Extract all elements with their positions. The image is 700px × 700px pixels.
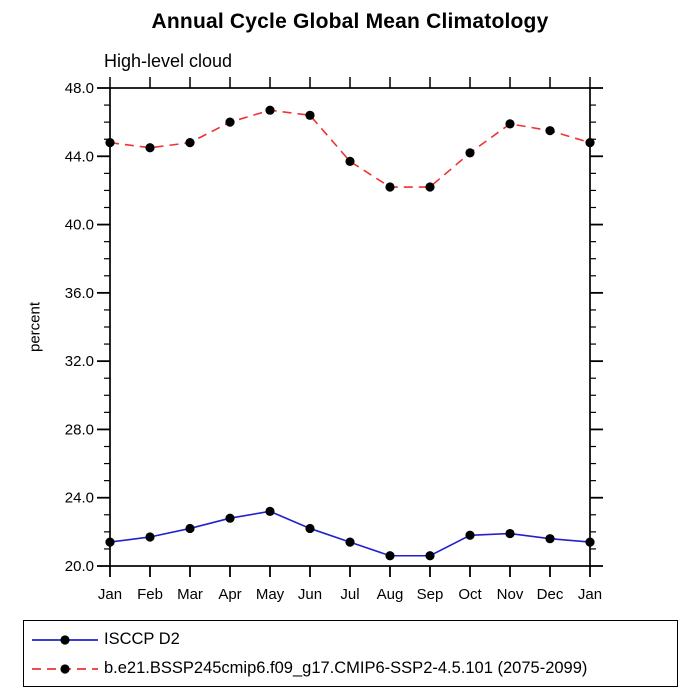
y-tick-label: 44.0 (65, 148, 94, 165)
data-point (585, 537, 595, 547)
data-point (425, 551, 435, 561)
chart-title: Annual Cycle Global Mean Climatology (151, 10, 549, 33)
x-tick-label: Mar (177, 586, 203, 603)
y-tick-label: 36.0 (65, 285, 94, 302)
x-tick-label: Jan (578, 586, 602, 603)
data-point (265, 506, 275, 516)
y-tick-label: 48.0 (65, 80, 94, 97)
y-tick-label: 20.0 (65, 558, 94, 575)
data-point (385, 182, 395, 192)
x-tick-label: Aug (377, 586, 404, 603)
x-tick-label: Dec (537, 586, 564, 603)
data-point (465, 530, 475, 540)
legend: ISCCP D2 b.e21.BSSP245cmip6.f09_g17.CMIP… (23, 620, 678, 687)
series-line-1 (109, 109, 591, 188)
legend-marker-solid-line-dot-icon (32, 634, 98, 645)
data-point (105, 138, 115, 148)
x-tick-label: Jul (340, 586, 359, 603)
x-tick-label: Feb (137, 586, 163, 603)
chart-subtitle: High-level cloud (104, 51, 233, 71)
data-point (225, 513, 235, 523)
x-tick-label: Jan (98, 586, 122, 603)
legend-label: b.e21.BSSP245cmip6.f09_g17.CMIP6-SSP2-4.… (104, 659, 588, 677)
data-point (265, 105, 275, 115)
y-tick-label: 28.0 (65, 421, 94, 438)
data-point (305, 523, 315, 534)
data-point (545, 126, 555, 136)
x-tick-label: Nov (497, 586, 524, 603)
series-line-0 (109, 510, 591, 557)
data-point (385, 551, 395, 561)
legend-item-model-run: b.e21.BSSP245cmip6.f09_g17.CMIP6-SSP2-4.… (24, 654, 677, 683)
data-point (425, 182, 435, 192)
y-tick-label: 24.0 (65, 490, 94, 507)
x-tick-label: Apr (218, 586, 241, 603)
data-point (185, 523, 195, 534)
data-point (305, 110, 315, 120)
data-point (105, 537, 115, 547)
legend-label: ISCCP D2 (104, 630, 180, 648)
data-point (145, 532, 155, 542)
y-tick-label: 40.0 (65, 217, 94, 234)
data-point (585, 138, 595, 148)
data-point (545, 534, 555, 544)
data-point (345, 537, 355, 547)
data-point (505, 528, 515, 539)
legend-item-isccp-d2: ISCCP D2 (24, 625, 677, 654)
data-point (505, 119, 515, 129)
y-tick-label: 32.0 (65, 353, 94, 370)
plot-border (109, 87, 591, 567)
x-tick-label: Oct (458, 586, 482, 603)
x-tick-label: Sep (417, 586, 444, 603)
data-point (145, 143, 155, 153)
data-point (185, 138, 195, 148)
x-tick-label: Jun (298, 586, 322, 603)
data-point (465, 148, 475, 158)
legend-marker-dashed-line-dot-icon (32, 663, 98, 674)
data-point (225, 117, 235, 127)
data-point (345, 156, 355, 167)
x-tick-label: May (256, 586, 285, 603)
